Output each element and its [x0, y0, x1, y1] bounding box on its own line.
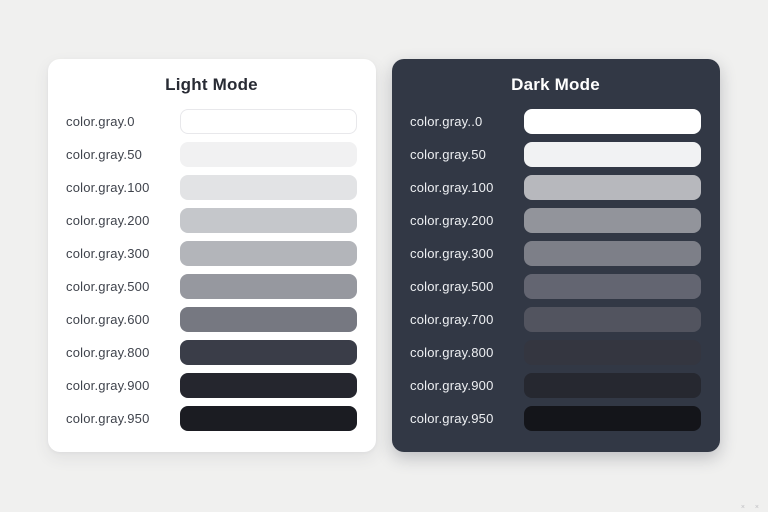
dark-mode-swatch-list: color.gray..0 color.gray.50 color.gray.100…	[410, 109, 701, 431]
color-swatch	[180, 274, 357, 299]
swatch-row: color.gray.500	[410, 274, 701, 299]
color-swatch	[180, 340, 357, 365]
token-label: color.gray.500	[410, 279, 494, 294]
token-label: color.gray.900	[66, 378, 150, 393]
token-label: color.gray..0	[410, 114, 483, 129]
color-swatch	[180, 208, 357, 233]
color-swatch	[524, 373, 701, 398]
color-swatch	[524, 208, 701, 233]
color-swatch	[180, 142, 357, 167]
color-swatch	[524, 307, 701, 332]
swatch-row: color.gray.800	[410, 340, 701, 365]
light-mode-title: Light Mode	[165, 75, 258, 94]
token-label: color.gray.200	[66, 213, 150, 228]
token-label: color.gray.100	[66, 180, 150, 195]
token-label: color.gray.800	[66, 345, 150, 360]
swatch-row: color.gray.800	[66, 340, 357, 365]
color-swatch	[524, 340, 701, 365]
token-label: color.gray.700	[410, 312, 494, 327]
token-label: color.gray.50	[410, 147, 487, 162]
color-swatch	[524, 142, 701, 167]
swatch-row: color.gray.50	[66, 142, 357, 167]
token-label: color.gray.950	[410, 411, 494, 426]
color-swatch	[524, 241, 701, 266]
token-label: color.gray.200	[410, 213, 494, 228]
color-swatch	[180, 373, 357, 398]
color-swatch	[180, 175, 357, 200]
swatch-row: color.gray.50	[410, 142, 701, 167]
token-label: color.gray.50	[66, 147, 143, 162]
color-swatch	[180, 406, 357, 431]
swatch-row: color.gray.500	[66, 274, 357, 299]
swatch-row: color.gray.600	[66, 307, 357, 332]
color-swatch	[524, 175, 701, 200]
swatch-row: color.gray.700	[410, 307, 701, 332]
color-swatch	[180, 241, 357, 266]
swatch-row: color.gray.200	[410, 208, 701, 233]
swatch-row: color.gray.900	[410, 373, 701, 398]
color-swatch	[524, 109, 701, 134]
swatch-row: color.gray.950	[66, 406, 357, 431]
swatch-row: color.gray.900	[66, 373, 357, 398]
light-mode-swatch-list: color.gray.0 color.gray.50 color.gray.100 c…	[66, 109, 357, 431]
dark-mode-panel: Dark Mode color.gray..0 color.gray.50 colo…	[392, 59, 720, 452]
swatch-row: color.gray.300	[66, 241, 357, 266]
token-label: color.gray.900	[410, 378, 494, 393]
token-label: color.gray.100	[410, 180, 494, 195]
token-label: color.gray.950	[66, 411, 150, 426]
color-swatch	[180, 307, 357, 332]
swatch-row: color.gray.100	[66, 175, 357, 200]
token-label: color.gray.500	[66, 279, 150, 294]
color-swatch	[180, 109, 357, 134]
swatch-row: color.gray..0	[410, 109, 701, 134]
token-label: color.gray.800	[410, 345, 494, 360]
swatch-row: color.gray.300	[410, 241, 701, 266]
swatch-row: color.gray.200	[66, 208, 357, 233]
color-swatch	[524, 406, 701, 431]
token-label: color.gray.300	[410, 246, 494, 261]
token-label: color.gray.0	[66, 114, 135, 129]
color-swatch	[524, 274, 701, 299]
dark-mode-title: Dark Mode	[511, 75, 600, 94]
token-label: color.gray.600	[66, 312, 150, 327]
swatch-row: color.gray.0	[66, 109, 357, 134]
token-label: color.gray.300	[66, 246, 150, 261]
light-mode-panel: Light Mode color.gray.0 color.gray.50 colo…	[48, 59, 376, 452]
swatch-row: color.gray.100	[410, 175, 701, 200]
corner-artifact: × ×	[740, 504, 763, 511]
swatch-row: color.gray.950	[410, 406, 701, 431]
